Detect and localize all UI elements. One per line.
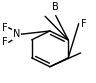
Text: B: B (52, 2, 59, 12)
Text: F: F (2, 23, 8, 33)
Text: N: N (13, 29, 20, 39)
Text: F: F (81, 19, 86, 29)
Text: F: F (2, 37, 8, 47)
